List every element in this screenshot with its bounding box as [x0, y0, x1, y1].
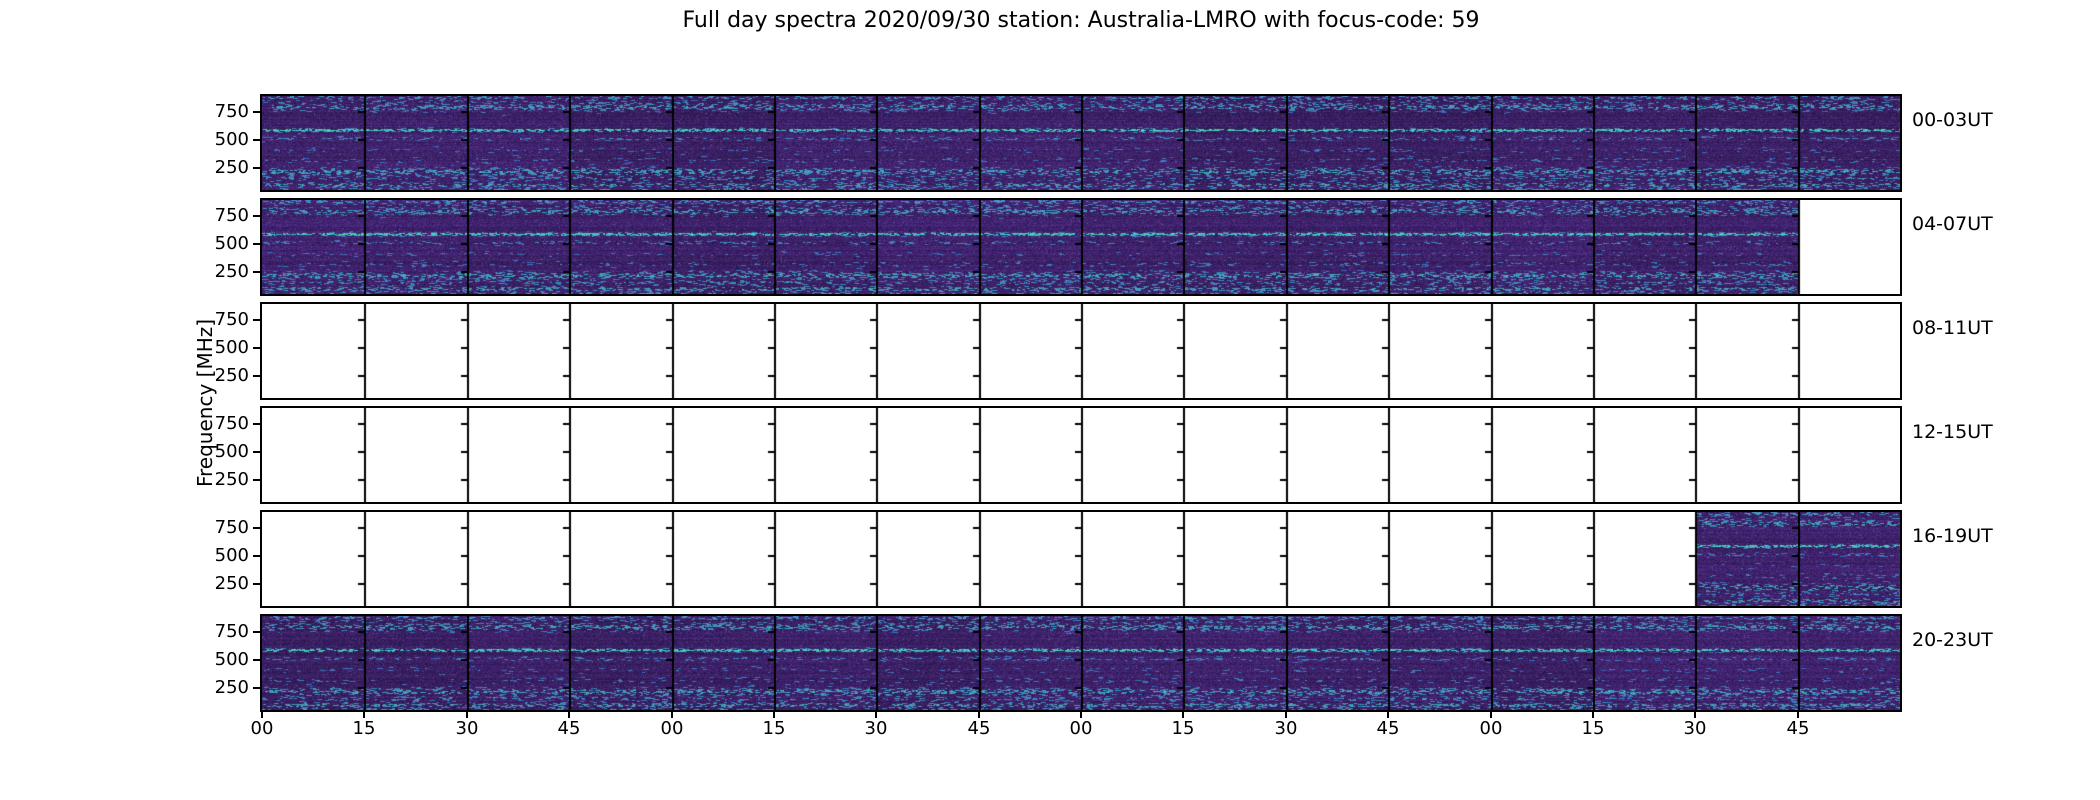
panel-time-label: 20-23UT	[1912, 629, 1993, 651]
y-tick	[253, 659, 260, 661]
x-tick	[1182, 712, 1184, 718]
y-tick-label: 250	[214, 677, 249, 698]
y-tick-label: 500	[214, 545, 249, 566]
x-tick	[1797, 712, 1799, 718]
x-tick	[1080, 712, 1082, 718]
x-tick-label: 30	[455, 718, 479, 739]
x-tick-label: 45	[1376, 718, 1400, 739]
x-tick-label: 45	[967, 718, 991, 739]
y-tick-label: 750	[214, 517, 249, 538]
y-tick-label: 750	[214, 309, 249, 330]
x-tick-label: 45	[557, 718, 581, 739]
x-tick	[363, 712, 365, 718]
y-tick-label: 750	[214, 101, 249, 122]
spectrogram-canvas	[262, 304, 1900, 398]
x-tick	[568, 712, 570, 718]
spectra-panel-08-11UT	[260, 302, 1902, 400]
x-tick-label: 15	[1581, 718, 1605, 739]
spectrogram-canvas	[262, 512, 1900, 606]
y-tick	[253, 139, 260, 141]
y-tick-label: 500	[214, 441, 249, 462]
y-tick	[253, 111, 260, 113]
panel-time-label: 12-15UT	[1912, 421, 1993, 443]
spectrogram-canvas	[262, 616, 1900, 710]
y-tick-label: 250	[214, 469, 249, 490]
x-tick-label: 30	[864, 718, 888, 739]
y-tick	[253, 271, 260, 273]
spectrogram-canvas	[262, 200, 1900, 294]
panel-time-label: 04-07UT	[1912, 213, 1993, 235]
y-tick	[253, 479, 260, 481]
y-tick	[253, 375, 260, 377]
x-tick	[875, 712, 877, 718]
y-tick-label: 250	[214, 365, 249, 386]
x-tick	[1387, 712, 1389, 718]
figure-title: Full day spectra 2020/09/30 station: Aus…	[682, 8, 1480, 33]
y-tick	[253, 215, 260, 217]
y-tick	[253, 583, 260, 585]
panel-time-label: 16-19UT	[1912, 525, 1993, 547]
y-tick-label: 750	[214, 413, 249, 434]
spectra-panel-20-23UT	[260, 614, 1902, 712]
x-tick	[1694, 712, 1696, 718]
x-tick-label: 00	[1069, 718, 1093, 739]
x-tick-label: 45	[1786, 718, 1810, 739]
x-tick	[466, 712, 468, 718]
x-tick-label: 00	[250, 718, 274, 739]
spectra-panel-04-07UT	[260, 198, 1902, 296]
x-tick-label: 15	[352, 718, 376, 739]
x-tick	[1490, 712, 1492, 718]
x-tick-label: 30	[1683, 718, 1707, 739]
y-tick	[253, 555, 260, 557]
x-tick-label: 00	[1479, 718, 1503, 739]
y-tick	[253, 423, 260, 425]
x-tick-label: 30	[1274, 718, 1298, 739]
x-tick-label: 15	[762, 718, 786, 739]
x-tick	[671, 712, 673, 718]
spectra-panel-16-19UT	[260, 510, 1902, 608]
y-tick	[253, 347, 260, 349]
y-tick-label: 500	[214, 233, 249, 254]
y-tick	[253, 687, 260, 689]
spectrogram-canvas	[262, 96, 1900, 190]
x-tick	[1592, 712, 1594, 718]
y-tick-label: 250	[214, 157, 249, 178]
y-tick	[253, 167, 260, 169]
y-tick-label: 750	[214, 621, 249, 642]
y-tick-label: 500	[214, 649, 249, 670]
spectra-panel-12-15UT	[260, 406, 1902, 504]
x-tick	[773, 712, 775, 718]
y-tick-label: 500	[214, 129, 249, 150]
y-tick	[253, 451, 260, 453]
x-tick	[1285, 712, 1287, 718]
y-tick-label: 500	[214, 337, 249, 358]
spectra-panel-00-03UT	[260, 94, 1902, 192]
y-tick	[253, 527, 260, 529]
panel-time-label: 00-03UT	[1912, 109, 1993, 131]
x-tick-label: 15	[1171, 718, 1195, 739]
y-tick	[253, 631, 260, 633]
x-tick	[261, 712, 263, 718]
y-tick	[253, 243, 260, 245]
x-tick	[978, 712, 980, 718]
y-tick-label: 250	[214, 573, 249, 594]
y-tick-label: 250	[214, 261, 249, 282]
panel-time-label: 08-11UT	[1912, 317, 1993, 339]
spectrogram-canvas	[262, 408, 1900, 502]
y-tick	[253, 319, 260, 321]
y-tick-label: 750	[214, 205, 249, 226]
x-tick-label: 00	[660, 718, 684, 739]
